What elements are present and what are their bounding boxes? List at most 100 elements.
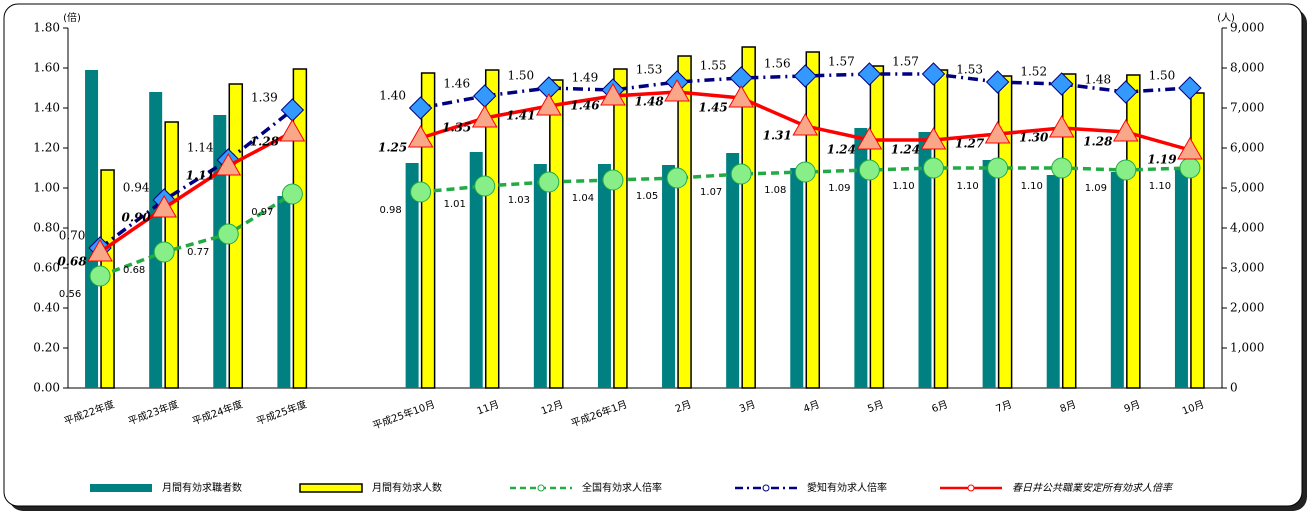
bar — [1174, 168, 1188, 388]
data-label: 1.27 — [955, 137, 985, 151]
data-label: 1.46 — [443, 77, 470, 91]
data-label: 1.10 — [956, 181, 978, 192]
marker — [407, 124, 434, 148]
data-label: 1.50 — [1149, 69, 1176, 83]
data-label: 0.90 — [122, 211, 152, 225]
data-label: 1.10 — [892, 181, 914, 192]
marker — [1177, 136, 1203, 160]
marker — [985, 70, 1010, 94]
marker — [666, 167, 688, 189]
y2-tick-label: 0 — [1230, 381, 1238, 395]
data-label: 1.55 — [700, 59, 727, 73]
data-label: 1.49 — [572, 71, 599, 85]
data-label: 1.10 — [1149, 181, 1171, 192]
data-label: 1.03 — [508, 195, 530, 206]
marker — [1048, 114, 1075, 138]
y-tick-label: 1.40 — [33, 101, 60, 115]
data-label: 1.19 — [1147, 153, 1177, 167]
legend-marker — [537, 484, 545, 492]
y-tick-label: 0.00 — [33, 381, 60, 395]
marker — [920, 126, 947, 150]
legend-marker — [967, 484, 975, 492]
x-tick-label: 5月 — [866, 398, 885, 415]
y-tick-label: 1.20 — [33, 141, 60, 155]
data-label: 0.94 — [123, 181, 150, 195]
data-label: 1.57 — [892, 55, 919, 69]
bar — [854, 128, 868, 388]
bar — [790, 168, 804, 388]
legend-swatch — [90, 484, 152, 492]
marker — [1051, 157, 1073, 179]
y2-tick-label: 7,000 — [1230, 101, 1264, 115]
marker — [792, 112, 819, 136]
data-label: 1.50 — [507, 69, 534, 83]
bar — [677, 55, 692, 389]
data-label: 1.48 — [634, 95, 664, 109]
data-label: 0.98 — [379, 205, 401, 216]
bar — [1190, 92, 1205, 389]
bar — [292, 68, 308, 389]
bar — [982, 160, 996, 388]
marker — [410, 181, 432, 203]
marker — [1115, 159, 1137, 181]
y2-tick-label: 4,000 — [1230, 221, 1264, 235]
bar — [213, 115, 227, 388]
data-label: 1.11 — [186, 169, 215, 183]
marker — [538, 171, 560, 193]
y2-tick-label: 1,000 — [1230, 341, 1264, 355]
data-label: 1.24 — [827, 143, 856, 157]
data-label: 0.77 — [187, 247, 209, 258]
marker — [535, 92, 562, 116]
data-label: 1.04 — [572, 193, 594, 204]
y-axis-label: (倍) — [63, 11, 81, 24]
data-label: 1.53 — [636, 63, 663, 77]
y-tick-label: 0.60 — [33, 261, 60, 275]
marker — [856, 126, 883, 150]
data-label: 1.25 — [378, 141, 407, 155]
bar — [805, 51, 821, 389]
marker — [602, 169, 624, 191]
marker — [87, 238, 113, 262]
bar — [613, 68, 628, 389]
bar — [997, 75, 1013, 389]
marker — [923, 157, 944, 179]
marker — [1050, 72, 1074, 96]
data-label: 1.48 — [1084, 73, 1111, 87]
marker — [281, 183, 303, 205]
marker — [1114, 80, 1138, 104]
marker — [408, 96, 433, 120]
data-label: 1.45 — [699, 101, 728, 115]
y2-tick-label: 3,000 — [1230, 261, 1264, 275]
marker — [600, 82, 626, 106]
bar — [405, 163, 419, 388]
legend-label: 全国有効求人倍率 — [582, 481, 662, 494]
legend-swatch — [299, 483, 363, 493]
data-label: 1.09 — [828, 183, 850, 194]
marker — [474, 175, 496, 197]
bar — [662, 165, 676, 388]
x-tick-label: 7月 — [994, 398, 1013, 415]
bar — [420, 72, 436, 389]
data-label: 1.14 — [187, 141, 214, 155]
marker — [987, 157, 1009, 179]
data-label: 1.05 — [636, 191, 658, 202]
legend-label: 春日井公共職業安定所有効求人倍率 — [1012, 482, 1174, 494]
x-tick-label: 3月 — [738, 398, 757, 415]
data-label: 1.10 — [1021, 181, 1043, 192]
marker — [730, 163, 752, 185]
legend-marker — [762, 484, 770, 492]
bar — [149, 92, 163, 388]
marker — [153, 241, 175, 263]
data-label: 1.24 — [891, 143, 920, 157]
marker — [215, 152, 242, 176]
data-label: 0.97 — [251, 207, 273, 218]
x-tick-label: 6月 — [930, 398, 949, 415]
bar — [1126, 74, 1141, 389]
marker — [857, 62, 882, 86]
bar — [726, 153, 740, 388]
x-tick-label: 8月 — [1058, 398, 1077, 415]
y2-tick-label: 5,000 — [1230, 181, 1264, 195]
marker — [728, 84, 755, 108]
